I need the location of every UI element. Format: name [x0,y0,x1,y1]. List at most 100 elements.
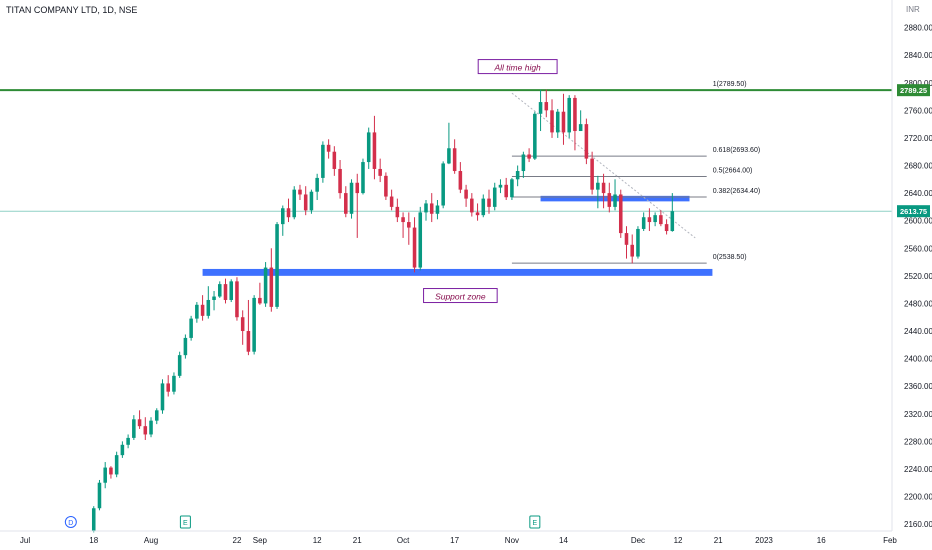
candle-body [349,182,354,214]
candle [195,302,199,323]
y-tick-label: 2880.00 [904,24,932,33]
candle-body [195,304,199,319]
candle-body [120,444,125,456]
candle [229,279,234,303]
candle-body [624,233,629,245]
x-tick-label: Dec [631,536,645,545]
candle-body [252,297,256,352]
fib-level-label: 0(2538.50) [713,254,747,261]
x-tick-label: 2023 [755,536,773,545]
price-tag-label: 2789.25 [900,86,927,95]
candle-body [429,203,434,214]
candle-body [664,224,669,232]
candle-body [286,208,291,218]
y-tick-label: 2520.00 [904,272,932,281]
candle [561,93,566,145]
candle [441,161,445,209]
candle [355,173,360,238]
candle-body [607,193,612,207]
candle-body [355,182,360,194]
candle-body [521,154,526,172]
y-tick-label: 2800.00 [904,79,932,88]
candle [252,295,256,355]
candle-body [584,124,589,159]
candle [550,99,554,138]
candle [137,410,142,429]
candle [166,375,170,397]
candle-body [366,132,371,163]
candle-body [567,97,571,133]
candle-body [154,410,159,421]
candle [326,139,331,159]
candle [217,281,222,298]
fib-level-label: 0.382(2634.40) [713,188,760,195]
candle-body [177,355,182,376]
candle [132,415,136,440]
dividend-marker[interactable]: D [64,516,77,528]
candle-body [172,375,176,392]
support-zone-annotation: Support zone [435,292,486,302]
candle [361,158,365,195]
y-tick-label: 2560.00 [904,244,932,253]
chart-title: TITAN COMPANY LTD, 1D, NSE [6,5,137,15]
y-tick-label: 2160.00 [904,520,932,529]
candle-body [441,163,445,206]
x-tick-label: 21 [353,536,362,545]
candle [544,89,549,118]
candle [601,173,606,209]
support-zone[interactable] [202,268,713,276]
candle [269,248,274,312]
candle-body [344,193,348,214]
candle [590,151,594,195]
candle-body [590,158,594,190]
candle-body [618,194,623,234]
earnings-letter: E [183,520,188,527]
fibonacci-retracement[interactable]: 1(2789.50) 0.618(2693.60) 0.5(2664.00) 0.38… [511,81,760,264]
candle [189,315,193,341]
candle-body [229,281,234,300]
earnings-marker[interactable]: E [529,515,541,529]
candle-body [561,111,566,133]
candle [281,205,285,236]
candle-body [137,419,142,427]
y-tick-label: 2600.00 [904,217,932,226]
trendline[interactable] [511,92,696,239]
horizontal-lines[interactable] [0,89,892,212]
candle-body [636,228,640,257]
candle-body [544,102,549,111]
candle [636,226,640,259]
candle-body [424,203,428,213]
y-tick-label: 2720.00 [904,134,932,143]
candle [200,295,205,321]
all-time-high-annotation-box[interactable] [477,59,558,75]
y-tick-label: 2760.00 [904,106,932,115]
candle-body [212,296,216,300]
candle [389,189,394,211]
diagonal-trendline[interactable] [511,92,696,239]
support-zone-annotation-box[interactable] [423,288,498,304]
candle [143,417,148,440]
candle-body [555,111,560,133]
candle [114,451,119,478]
candle-body [321,144,325,178]
candle-body [659,215,663,225]
candle [126,434,130,449]
candle-body [269,267,274,307]
candle-body [504,184,508,198]
candle [235,277,239,321]
candle [647,208,652,232]
fib-level-label: 0.618(2693.60) [713,147,760,154]
candle [447,122,451,165]
candle-body [395,206,400,218]
candle-body [166,383,170,392]
annotations[interactable]: All time high Support zone [423,59,558,304]
candle-body [103,467,107,483]
candle [303,186,308,216]
candle-body [303,194,308,211]
earnings-marker[interactable]: E [179,515,191,529]
y-tick-label: 2280.00 [904,437,932,446]
x-tick-label: 21 [714,536,723,545]
y-tick-label: 2440.00 [904,327,932,336]
